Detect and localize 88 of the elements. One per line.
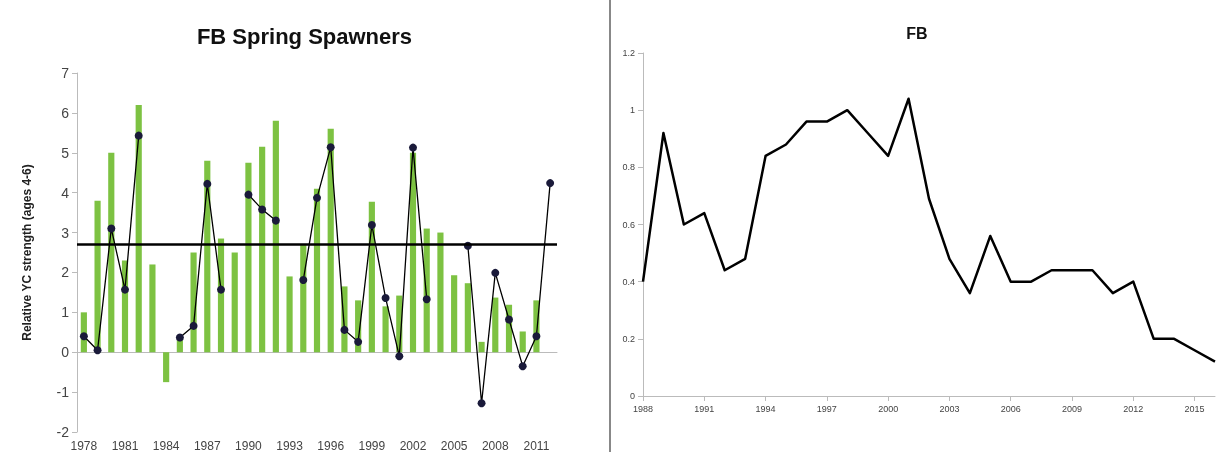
x-tick-label: 1991 <box>694 403 715 414</box>
x-tick-label: 2015 <box>1184 403 1205 414</box>
x-tick-label: 2006 <box>1000 403 1021 414</box>
y-tick-label: -2 <box>56 424 70 440</box>
y-axis-title: Relative YC strength (ages 4-6) <box>20 164 34 341</box>
y-tick-label: 0.8 <box>622 162 635 173</box>
point <box>313 193 321 202</box>
point <box>409 143 417 152</box>
point <box>326 143 335 152</box>
point <box>79 332 88 341</box>
y-tick-label: 1.2 <box>622 48 635 58</box>
x-tick-label: 1990 <box>235 439 263 452</box>
bar <box>478 341 485 353</box>
y-tick-label: 2 <box>61 264 70 281</box>
y-tick-label: 4 <box>61 184 70 201</box>
y-tick-label: 0 <box>61 344 70 361</box>
chart-title: FB <box>906 24 928 42</box>
x-tick-label: 1994 <box>755 403 776 414</box>
x-tick-label: 1981 <box>111 439 139 452</box>
bar <box>149 264 156 353</box>
point <box>175 333 184 342</box>
point <box>340 325 349 334</box>
y-tick-label: -1 <box>56 384 70 401</box>
bar <box>492 297 499 353</box>
y-tick-label: 1 <box>629 105 635 116</box>
y-tick-label: 1 <box>61 304 70 321</box>
x-tick-label: 2002 <box>399 439 427 452</box>
y-tick-label: 7 <box>61 65 70 81</box>
y-tick-label: 6 <box>61 104 70 121</box>
bar <box>163 352 170 383</box>
point <box>271 216 280 225</box>
point <box>93 346 102 355</box>
point <box>381 293 390 302</box>
y-tick-label: 0.2 <box>622 333 635 344</box>
point <box>189 321 198 330</box>
x-tick-label: 1984 <box>152 439 180 452</box>
x-tick-label: 2009 <box>1061 403 1083 414</box>
point <box>121 285 129 294</box>
x-tick-label: 1993 <box>276 439 304 452</box>
y-tick-label: 0 <box>629 391 635 401</box>
x-tick-label: 2012 <box>1123 403 1144 414</box>
point <box>258 205 267 214</box>
line-series <box>641 97 1217 363</box>
bar <box>176 340 183 353</box>
bar <box>259 146 266 353</box>
x-tick-label: 1997 <box>816 403 837 414</box>
point <box>422 295 431 304</box>
bar <box>382 306 389 353</box>
point <box>546 179 555 188</box>
point <box>395 352 404 361</box>
bar <box>272 120 279 353</box>
x-tick-label: 1987 <box>193 439 221 452</box>
x-tick-label: 1999 <box>358 439 386 452</box>
x-tick-label: 1996 <box>317 439 345 452</box>
bar <box>313 188 321 353</box>
point <box>477 399 486 408</box>
point <box>518 362 527 371</box>
bar <box>519 331 526 353</box>
point <box>354 337 363 346</box>
point <box>107 224 116 233</box>
bar <box>451 275 458 353</box>
bar <box>464 283 471 353</box>
bar <box>437 232 444 353</box>
point <box>244 190 253 199</box>
x-tick-label: 1988 <box>632 403 654 414</box>
x-tick-label: 1978 <box>70 439 98 452</box>
point <box>491 268 500 277</box>
point <box>134 131 143 140</box>
x-tick-label: 2008 <box>481 439 509 452</box>
x-tick-label: 2011 <box>523 439 550 452</box>
point <box>367 220 376 229</box>
point <box>217 285 225 294</box>
bar <box>135 104 142 353</box>
x-tick-label: 2000 <box>878 403 899 414</box>
bar <box>245 162 252 353</box>
point <box>505 315 513 324</box>
y-tick-label: 5 <box>61 144 70 161</box>
point <box>203 179 212 188</box>
y-tick-label: 3 <box>61 224 70 241</box>
chart-title: FB Spring Spawners <box>196 23 413 49</box>
y-tick-label: 0.6 <box>622 219 635 230</box>
bar <box>286 276 293 353</box>
bar <box>231 252 238 353</box>
x-tick-label: 2005 <box>440 439 468 452</box>
x-tick-label: 2003 <box>939 403 960 414</box>
y-tick-label: 0.4 <box>622 276 635 287</box>
point <box>299 276 308 285</box>
point <box>532 332 541 341</box>
